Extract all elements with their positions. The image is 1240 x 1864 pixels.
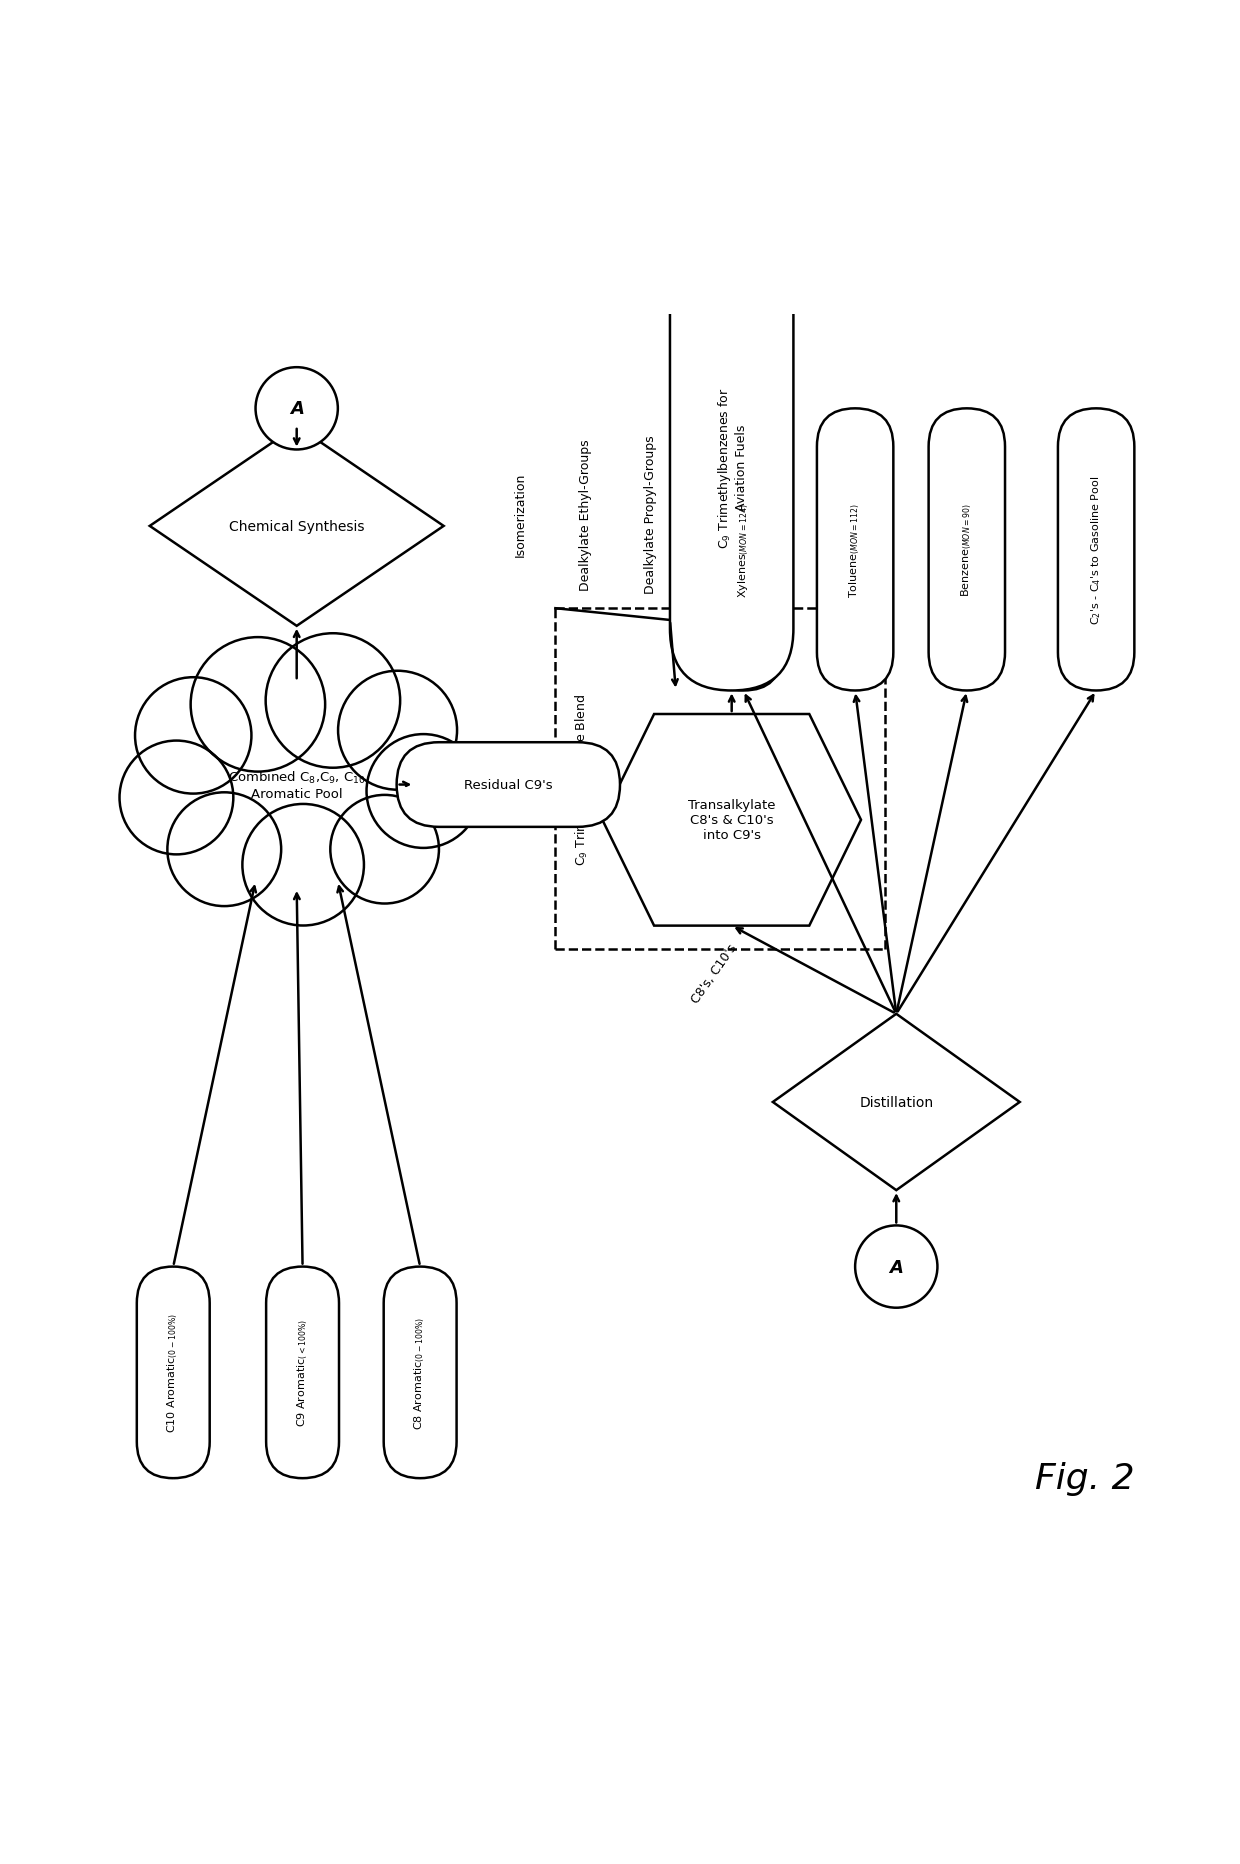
FancyBboxPatch shape [383,1268,456,1478]
FancyBboxPatch shape [397,744,620,828]
Circle shape [265,634,401,768]
Text: Dealkylate Ethyl-Groups: Dealkylate Ethyl-Groups [579,440,591,591]
Text: Combined C$_8$,C$_9$, C$_{10}$
Aromatic Pool: Combined C$_8$,C$_9$, C$_{10}$ Aromatic … [228,770,366,802]
Text: Chemical Synthesis: Chemical Synthesis [229,520,365,533]
Text: Residual C9's: Residual C9's [464,779,553,792]
FancyBboxPatch shape [706,408,781,692]
Circle shape [367,734,480,848]
Text: Toluene$_{(MON=112)}$: Toluene$_{(MON=112)}$ [848,503,862,598]
Polygon shape [603,714,861,926]
Circle shape [255,367,337,451]
FancyBboxPatch shape [670,244,794,692]
Circle shape [191,637,325,772]
FancyBboxPatch shape [267,1268,339,1478]
Text: Xylenes$_{(MON=124)}$: Xylenes$_{(MON=124)}$ [737,503,750,596]
Text: C$_2$'s - C$_4$'s to Gasoline Pool: C$_2$'s - C$_4$'s to Gasoline Pool [1089,475,1104,624]
Circle shape [119,742,233,856]
Polygon shape [150,427,444,626]
Text: Dealkylate Propyl-Groups: Dealkylate Propyl-Groups [644,436,656,595]
Circle shape [135,678,252,794]
Polygon shape [773,1014,1019,1191]
Text: C$_9$ Trimethylbenzene Blend: C$_9$ Trimethylbenzene Blend [573,693,590,865]
Circle shape [339,671,458,790]
Text: C10 Aromatic$_{(0-100\%)}$: C10 Aromatic$_{(0-100\%)}$ [166,1312,181,1433]
Circle shape [856,1227,937,1309]
Text: Hydrocrack Paraffin (to gas): Hydrocrack Paraffin (to gas) [773,427,786,602]
FancyBboxPatch shape [1058,408,1135,692]
Circle shape [191,673,403,885]
Text: C8 Aromatic$_{(0-100\%)}$: C8 Aromatic$_{(0-100\%)}$ [413,1316,428,1430]
FancyBboxPatch shape [929,408,1006,692]
Text: Fig. 2: Fig. 2 [1034,1461,1135,1495]
Text: A: A [889,1258,903,1275]
Circle shape [167,792,281,906]
Text: Benzene$_{(MON=90)}$: Benzene$_{(MON=90)}$ [960,503,975,596]
Text: C9 Aromatic$_{(< 100\%)}$: C9 Aromatic$_{(< 100\%)}$ [295,1318,310,1426]
Text: Isomerization: Isomerization [515,473,527,557]
FancyBboxPatch shape [136,1268,210,1478]
FancyBboxPatch shape [817,408,893,692]
Text: Transalkylate
C8's & C10's
into C9's: Transalkylate C8's & C10's into C9's [688,800,775,843]
Text: C8's, C10's: C8's, C10's [689,941,739,1005]
Text: C$_9$ Trimethylbenzenes for
Aviation Fuels: C$_9$ Trimethylbenzenes for Aviation Fue… [715,388,748,548]
Circle shape [330,796,439,904]
Text: A: A [290,401,304,418]
Circle shape [242,805,365,926]
Text: Dealkylate Butyl-Groups: Dealkylate Butyl-Groups [708,438,722,591]
Text: Distillation: Distillation [859,1096,934,1109]
